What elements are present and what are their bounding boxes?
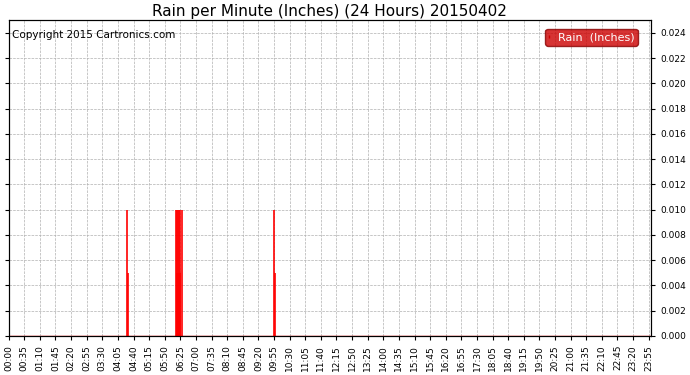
Title: Rain per Minute (Inches) (24 Hours) 20150402: Rain per Minute (Inches) (24 Hours) 2015…	[152, 4, 507, 19]
Legend: Rain  (Inches): Rain (Inches)	[546, 29, 638, 46]
Text: Copyright 2015 Cartronics.com: Copyright 2015 Cartronics.com	[12, 30, 175, 40]
